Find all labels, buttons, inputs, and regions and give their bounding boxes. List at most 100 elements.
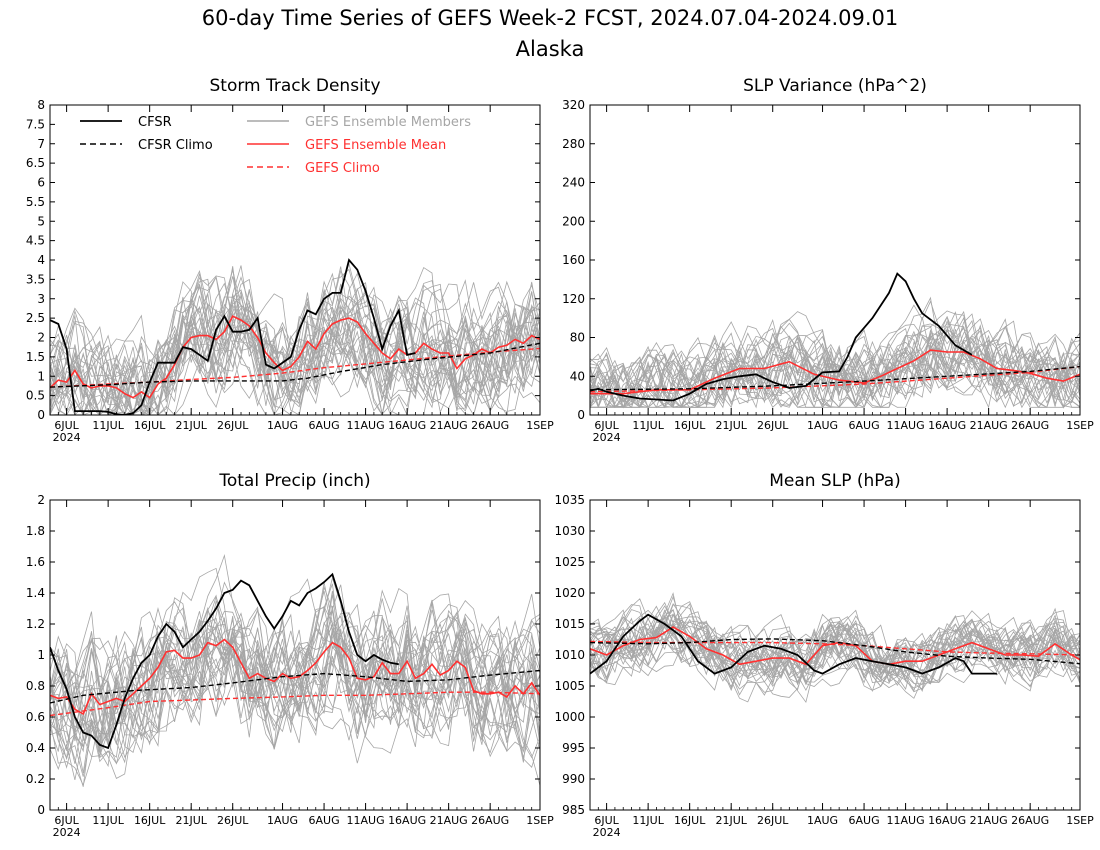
legend-label-ens-mean: GEFS Ensemble Mean	[305, 138, 446, 153]
y-tick-label: 1005	[554, 679, 585, 693]
x-tick-label: 11JUL	[632, 419, 664, 432]
y-tick-label: 7.5	[26, 117, 45, 131]
member-line	[50, 616, 540, 752]
y-tick-label: 2	[37, 493, 45, 507]
member-line	[590, 612, 1080, 692]
x-tick-label: 21JUL	[715, 419, 747, 432]
ens-mean-line	[590, 349, 1080, 395]
y-tick-label: 320	[562, 98, 585, 112]
y-tick-label: 985	[562, 803, 585, 817]
x-tick-label: 26AUG	[471, 419, 509, 432]
panels: Storm Track Density 0 0.5 1 1.5 2 2.5 3 3.5 4 4.5 5…	[26, 76, 1094, 839]
x-tick-label: 16JUL	[674, 419, 706, 432]
x-tick-label: 6AUG	[849, 419, 880, 432]
cfsr-line	[590, 272, 973, 402]
x-tick-label: 26JUL	[757, 419, 789, 432]
x-tick-label: 1SEP	[1066, 419, 1094, 432]
x-tick-label: 26JUL	[757, 814, 789, 827]
cfsr-climo-line	[590, 638, 1080, 665]
member-line	[50, 610, 540, 777]
member-line	[590, 329, 1080, 401]
x-tick-label: 11JUL	[92, 814, 124, 827]
figure-title: 60-day Time Series of GEFS Week-2 FCST, …	[202, 6, 899, 30]
member-line	[50, 265, 540, 415]
y-tick-label: 995	[562, 741, 585, 755]
cfsr-climo-line	[50, 342, 540, 388]
x-tick-label: 1SEP	[526, 419, 554, 432]
x-tick-label: 21AUG	[430, 814, 468, 827]
member-line	[50, 608, 540, 746]
y-tick-label: 5	[37, 214, 45, 228]
member-line	[590, 615, 1080, 683]
plot-area	[590, 592, 1080, 704]
x-tick-label: 11AUG	[347, 419, 385, 432]
y-tick-label: 280	[562, 137, 585, 151]
x-tick-label: 21JUL	[715, 814, 747, 827]
y-tick-label: 990	[562, 772, 585, 786]
chart-panel-2: SLP Variance (hPa^2) 0 40 80 120 160 200 240 280…	[562, 76, 1094, 444]
cfsr-line	[50, 258, 416, 415]
x-tick-label: 16JUL	[134, 814, 166, 827]
member-line	[590, 623, 1080, 693]
member-line	[50, 268, 540, 415]
x-tick-label: 21AUG	[430, 419, 468, 432]
y-tick-label: 8	[37, 98, 45, 112]
member-line	[50, 311, 540, 415]
plot-area	[590, 272, 1080, 409]
x-tick-sublabel: 2024	[53, 431, 81, 444]
y-tick-label: 1.8	[26, 524, 45, 538]
x-tick-sublabel: 2024	[593, 826, 621, 839]
x-tick-label: 1AUG	[267, 814, 298, 827]
y-tick-label: 3.5	[26, 272, 45, 286]
y-tick-label: 0	[37, 408, 45, 422]
member-line	[590, 619, 1080, 687]
y-tick-label: 4	[37, 253, 45, 267]
y-tick-label: 1000	[554, 710, 585, 724]
member-line	[590, 320, 1080, 409]
member-line	[590, 625, 1080, 686]
x-tick-label: 21AUG	[970, 419, 1008, 432]
y-tick-label: 1.6	[26, 555, 45, 569]
member-line	[590, 608, 1080, 693]
x-tick-sublabel: 2024	[593, 431, 621, 444]
y-tick-label: 1020	[554, 586, 585, 600]
x-tick-label: 1AUG	[807, 419, 838, 432]
member-line	[50, 601, 540, 741]
y-tick-label: 120	[562, 292, 585, 306]
ens-mean-line	[590, 626, 1080, 666]
member-line	[590, 616, 1080, 690]
x-tick-label: 11JUL	[632, 814, 664, 827]
x-tick-label: 11AUG	[887, 814, 925, 827]
x-tick-label: 11AUG	[347, 814, 385, 827]
member-line	[590, 615, 1080, 693]
cfsr-line	[590, 613, 997, 675]
y-tick-label: 1025	[554, 555, 585, 569]
x-tick-label: 6AUG	[849, 814, 880, 827]
y-tick-label: 1015	[554, 617, 585, 631]
member-line	[50, 272, 540, 415]
chart-panel-4: Mean SLP (hPa) 985 990 995 1000 1005 1010 1015 1…	[554, 471, 1094, 839]
member-line	[590, 300, 1080, 408]
cfsr-climo-line	[590, 365, 1080, 391]
y-tick-label: 5.5	[26, 195, 45, 209]
y-tick-label: 1010	[554, 648, 585, 662]
legend-label-cfsr: CFSR	[138, 115, 172, 130]
x-tick-label: 11JUL	[92, 419, 124, 432]
y-tick-label: 1.2	[26, 617, 45, 631]
x-tick-label: 11AUG	[887, 419, 925, 432]
x-tick-label: 21JUL	[175, 814, 207, 827]
cfsr-climo-line	[50, 669, 540, 704]
y-tick-label: 0.2	[26, 772, 45, 786]
x-tick-label: 26AUG	[471, 814, 509, 827]
member-line	[50, 599, 540, 752]
y-tick-label: 80	[570, 331, 585, 345]
member-line	[590, 318, 1080, 409]
member-line	[590, 333, 1080, 409]
y-tick-label: 200	[562, 214, 585, 228]
y-tick-label: 1	[37, 648, 45, 662]
chart-panel-1: Storm Track Density 0 0.5 1 1.5 2 2.5 3 3.5 4 4.5 5…	[26, 76, 554, 444]
y-tick-label: 6	[37, 176, 45, 190]
y-tick-label: 0.6	[26, 710, 45, 724]
y-tick-label: 1.4	[26, 586, 45, 600]
